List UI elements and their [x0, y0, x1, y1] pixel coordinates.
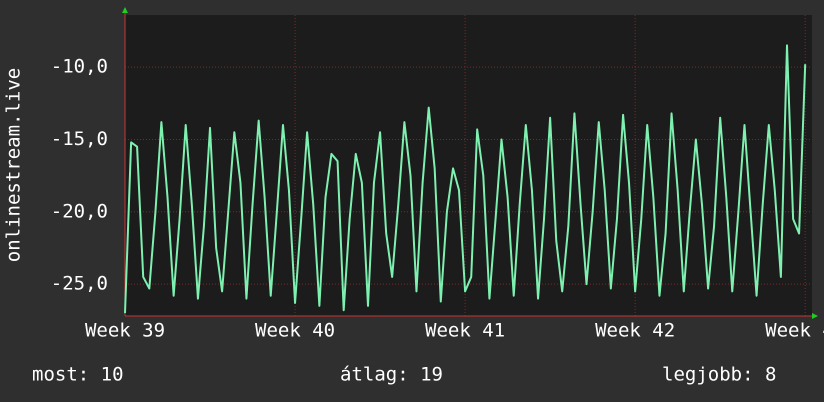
- y-tick-label: -25,0: [51, 273, 108, 295]
- axis-arrow: [812, 313, 818, 319]
- footer-best: legjobb: 8: [662, 364, 776, 386]
- x-tick-label: Week 39: [85, 320, 165, 342]
- axis-arrow: [122, 7, 128, 13]
- footer-average: átlag: 19: [340, 364, 443, 386]
- x-tick-label: Week 41: [425, 320, 505, 342]
- y-tick-label: -20,0: [51, 200, 108, 222]
- y-axis-label: onlinestream.live: [3, 68, 25, 262]
- y-tick-label: -15,0: [51, 128, 108, 150]
- data-line: [124, 44, 807, 314]
- x-tick-label: Week 42: [595, 320, 675, 342]
- y-tick-label: -10,0: [51, 56, 108, 78]
- x-tick-label: Week 43: [765, 320, 824, 342]
- x-tick-label: Week 40: [255, 320, 335, 342]
- footer-current: most: 10: [32, 364, 124, 386]
